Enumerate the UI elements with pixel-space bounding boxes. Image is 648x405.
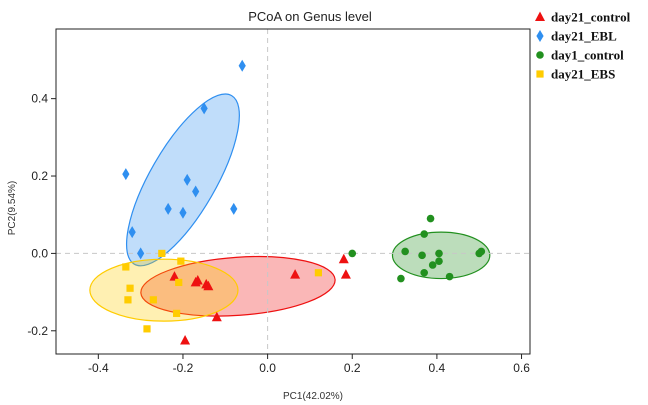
- point-day21_EBS: [173, 309, 181, 317]
- legend-marker-day21_EBS: [536, 70, 544, 78]
- ellipse-day21_EBS: [89, 258, 239, 322]
- legend: day21_control day21_EBL day1_control day21_…: [535, 10, 631, 82]
- point-day21_EBL: [200, 102, 208, 115]
- point-day21_EBL: [230, 202, 238, 215]
- point-day21_EBS: [175, 278, 183, 287]
- point-day21_EBL: [192, 185, 200, 198]
- legend-marker-day1_control: [536, 51, 544, 59]
- point-day1_control: [435, 257, 443, 265]
- legend-label-day21_EBS: day21_EBS: [551, 67, 615, 82]
- point-day1_control: [426, 214, 435, 223]
- legend-label-day21_EBL: day21_EBL: [551, 29, 617, 44]
- point-day21_EBL: [183, 173, 191, 186]
- point-day21_control: [338, 253, 349, 264]
- point-day21_EBL: [128, 226, 136, 239]
- point-day1_control: [428, 261, 437, 269]
- point-day21_EBS: [314, 269, 322, 277]
- point-day21_control: [192, 274, 203, 285]
- y-tick-label: 0.2: [31, 169, 48, 183]
- point-day21_control: [180, 334, 191, 345]
- x-tick-label: 0.0: [259, 361, 276, 375]
- x-tick-label: -0.2: [173, 361, 194, 375]
- point-day21_EBS: [158, 249, 166, 258]
- point-day21_EBS: [126, 284, 134, 292]
- point-day21_EBS: [124, 296, 132, 304]
- x-tick-label: 0.6: [513, 361, 530, 375]
- point-day21_control: [211, 311, 222, 322]
- point-day1_control: [420, 268, 428, 277]
- point-day21_control: [203, 280, 214, 291]
- y-axis-label: PC2(9.54%): [7, 181, 18, 235]
- point-day21_EBS: [177, 257, 185, 265]
- x-axis-label: PC1(42.02%): [283, 391, 343, 402]
- point-day21_control: [169, 271, 180, 281]
- y-tick-label: 0.0: [31, 246, 48, 260]
- y-tick-label: -0.2: [27, 324, 48, 338]
- point-day21_EBS: [122, 263, 130, 271]
- point-day1_control: [435, 249, 443, 258]
- point-day1_control: [475, 249, 484, 258]
- axis-ticks: -0.4 -0.2 0.0 0.2 0.4 0.6 -0.2 0.0 0.2 0.4: [27, 92, 530, 375]
- point-day21_EBL: [179, 206, 187, 219]
- legend-marker-day21_control: [535, 11, 545, 21]
- legend-marker-day21_EBL: [536, 30, 544, 42]
- x-tick-label: -0.4: [88, 361, 109, 375]
- legend-label-day21_control: day21_control: [551, 10, 631, 25]
- chart-title: PCoA on Genus level: [248, 9, 372, 24]
- data-points: [122, 59, 486, 345]
- point-day1_control: [397, 274, 405, 283]
- y-tick-label: 0.4: [31, 92, 48, 106]
- x-tick-label: 0.2: [344, 361, 361, 375]
- x-tick-label: 0.4: [429, 361, 446, 375]
- point-day1_control: [401, 247, 409, 256]
- legend-label-day1_control: day1_control: [551, 48, 624, 63]
- plot-frame: [55, 28, 531, 355]
- zero-reference-lines: [56, 29, 530, 354]
- point-day1_control: [420, 230, 428, 238]
- point-day21_EBL: [238, 59, 246, 72]
- point-day21_EBS: [149, 296, 157, 304]
- confidence-ellipses: [89, 93, 491, 322]
- point-day21_EBL: [137, 247, 145, 260]
- point-day1_control: [445, 272, 454, 281]
- ellipse-day21_EBL: [125, 93, 240, 267]
- point-day21_control: [290, 269, 301, 279]
- point-day21_EBL: [122, 168, 130, 181]
- point-day1_control: [418, 251, 426, 260]
- point-day21_control: [340, 269, 351, 279]
- point-day21_EBS: [143, 325, 151, 333]
- point-day21_EBL: [164, 202, 172, 215]
- point-day1_control: [348, 249, 357, 258]
